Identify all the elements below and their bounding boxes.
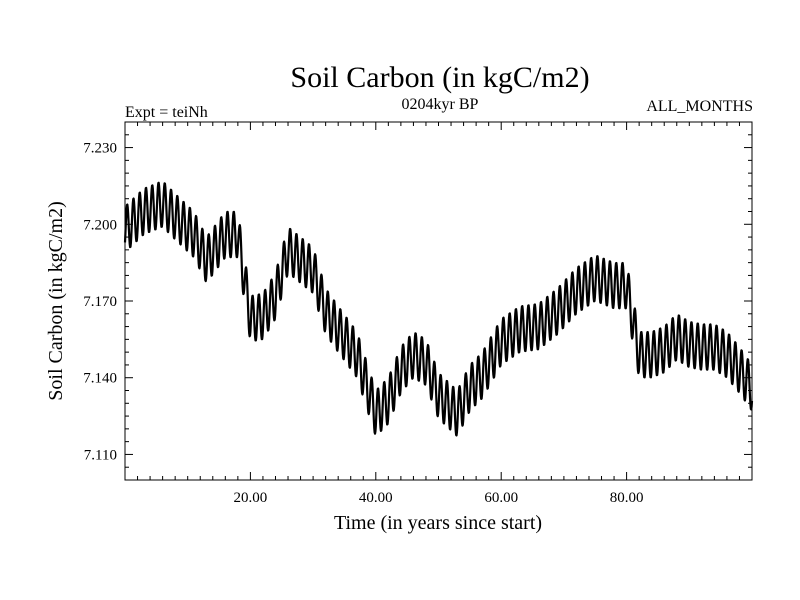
x-axis-ticks: 20.00 40.00 60.00 80.00 bbox=[137, 122, 740, 506]
months-label: ALL_MONTHS bbox=[646, 98, 753, 115]
series-line-soil-carbon bbox=[123, 181, 754, 437]
y-axis-ticks: 7.110 7.140 7.170 7.200 7.230 bbox=[83, 121, 752, 481]
x-tick-label: 40.00 bbox=[359, 490, 393, 506]
plot-frame bbox=[124, 121, 753, 481]
y-axis-label: Soil Carbon (in kgC/m2) bbox=[45, 201, 67, 400]
x-axis-label: Time (in years since start) bbox=[334, 512, 542, 534]
x-tick-label: 80.00 bbox=[610, 490, 644, 506]
chart-subtitle: 0204kyr BP bbox=[402, 96, 479, 113]
y-tick-label: 7.230 bbox=[83, 141, 117, 157]
experiment-label: Expt = teiNh bbox=[125, 104, 208, 121]
y-tick-label: 7.200 bbox=[83, 217, 117, 233]
chart-title: Soil Carbon (in kgC/m2) bbox=[290, 61, 589, 94]
x-tick-label: 20.00 bbox=[234, 490, 268, 506]
y-tick-label: 7.110 bbox=[84, 447, 117, 463]
x-tick-label: 60.00 bbox=[484, 490, 518, 506]
y-tick-label: 7.170 bbox=[83, 294, 117, 310]
y-tick-label: 7.140 bbox=[83, 371, 117, 387]
